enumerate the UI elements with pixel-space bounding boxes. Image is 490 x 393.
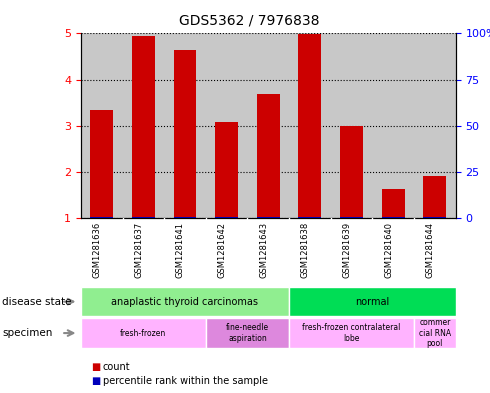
- Bar: [81, 318, 206, 348]
- Text: GSM1281638: GSM1281638: [301, 222, 310, 278]
- Text: fresh-frozen: fresh-frozen: [120, 329, 167, 338]
- Text: commer
cial RNA
pool: commer cial RNA pool: [419, 318, 451, 348]
- Bar: [423, 217, 446, 218]
- Text: GSM1281639: GSM1281639: [343, 222, 351, 278]
- Text: GSM1281636: GSM1281636: [93, 222, 102, 278]
- Text: ■: ■: [91, 376, 100, 386]
- Bar: [382, 217, 405, 218]
- Bar: [81, 33, 122, 218]
- Bar: [90, 110, 113, 218]
- Bar: [206, 33, 247, 218]
- Bar: [257, 217, 280, 218]
- Text: count: count: [103, 362, 130, 373]
- Text: GSM1281641: GSM1281641: [176, 222, 185, 277]
- Bar: [257, 94, 280, 218]
- Bar: [423, 176, 446, 218]
- Bar: [382, 189, 405, 218]
- Bar: [414, 318, 456, 348]
- Text: specimen: specimen: [2, 328, 53, 338]
- Bar: [331, 33, 372, 218]
- Bar: [247, 33, 289, 218]
- Bar: [340, 217, 363, 218]
- Text: GSM1281640: GSM1281640: [384, 222, 393, 277]
- Bar: [132, 217, 155, 218]
- Text: anaplastic thyroid carcinomas: anaplastic thyroid carcinomas: [112, 297, 259, 307]
- Bar: [122, 33, 164, 218]
- Bar: [298, 34, 321, 218]
- Bar: [164, 33, 206, 218]
- Bar: [173, 50, 196, 218]
- Bar: [298, 217, 321, 218]
- Text: normal: normal: [355, 297, 390, 307]
- Bar: [289, 318, 414, 348]
- Text: fine-needle
aspiration: fine-needle aspiration: [226, 323, 269, 343]
- Text: percentile rank within the sample: percentile rank within the sample: [103, 376, 268, 386]
- Bar: [414, 33, 456, 218]
- Bar: [81, 287, 289, 316]
- Bar: [173, 217, 196, 218]
- Bar: [340, 126, 363, 218]
- Bar: [289, 287, 456, 316]
- Bar: [289, 33, 331, 218]
- Text: GDS5362 / 7976838: GDS5362 / 7976838: [179, 14, 320, 28]
- Bar: [90, 217, 113, 218]
- Text: GSM1281644: GSM1281644: [426, 222, 435, 277]
- Text: GSM1281642: GSM1281642: [218, 222, 226, 277]
- Bar: [372, 33, 414, 218]
- Text: GSM1281637: GSM1281637: [134, 222, 143, 278]
- Text: fresh-frozen contralateral
lobe: fresh-frozen contralateral lobe: [302, 323, 401, 343]
- Bar: [206, 318, 289, 348]
- Bar: [215, 122, 238, 218]
- Bar: [215, 217, 238, 218]
- Text: disease state: disease state: [2, 297, 72, 307]
- Text: GSM1281643: GSM1281643: [259, 222, 268, 278]
- Text: ■: ■: [91, 362, 100, 373]
- Bar: [132, 36, 155, 218]
